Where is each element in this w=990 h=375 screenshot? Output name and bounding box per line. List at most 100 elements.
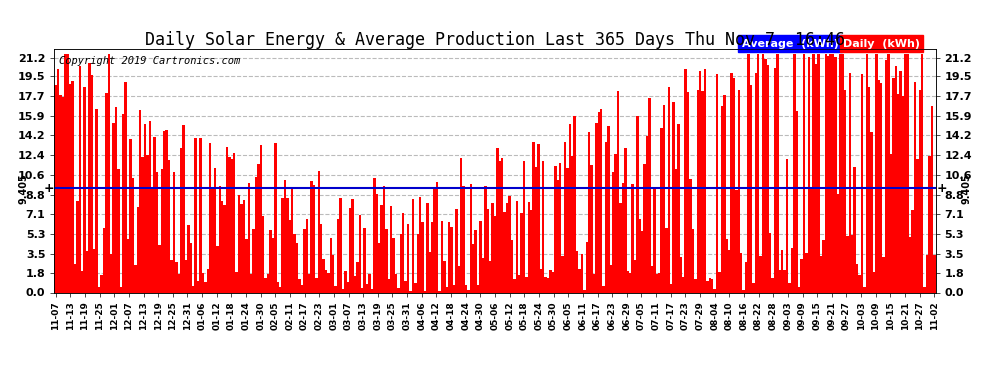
Bar — [554, 166, 556, 292]
Bar — [581, 254, 583, 292]
Bar — [417, 234, 419, 292]
Bar — [337, 219, 340, 292]
Bar — [105, 93, 108, 292]
Bar — [153, 137, 155, 292]
Bar — [501, 158, 504, 292]
Bar — [221, 201, 224, 292]
Bar — [499, 160, 501, 292]
Bar — [450, 227, 452, 292]
Bar — [899, 70, 902, 292]
Bar — [610, 265, 612, 292]
Bar — [137, 207, 139, 292]
Bar — [467, 290, 469, 292]
Bar — [397, 288, 400, 292]
Bar — [791, 248, 793, 292]
Bar — [78, 66, 81, 292]
Bar — [830, 54, 832, 292]
Bar — [723, 94, 726, 292]
Bar — [637, 116, 639, 292]
Bar — [624, 148, 627, 292]
Bar — [650, 266, 653, 292]
Bar — [694, 279, 697, 292]
Bar — [533, 142, 535, 292]
Bar — [422, 222, 424, 292]
Bar — [684, 69, 687, 292]
Bar — [568, 124, 571, 292]
Bar — [259, 145, 262, 292]
Bar — [897, 94, 899, 292]
Bar — [310, 182, 313, 292]
Bar — [378, 243, 380, 292]
Bar — [716, 74, 719, 292]
Bar — [578, 268, 581, 292]
Bar — [667, 87, 670, 292]
Bar — [207, 269, 209, 292]
Bar — [521, 213, 523, 292]
Bar — [88, 63, 91, 292]
Bar — [318, 171, 320, 292]
Bar — [839, 54, 842, 292]
Bar — [424, 291, 427, 292]
Bar — [284, 180, 286, 292]
Bar — [931, 106, 934, 292]
Bar — [163, 131, 165, 292]
Bar — [298, 279, 301, 292]
Bar — [392, 238, 395, 292]
Bar — [148, 122, 151, 292]
Bar — [827, 56, 830, 292]
Bar — [69, 84, 71, 292]
Bar — [132, 178, 134, 292]
Bar — [504, 212, 506, 292]
Bar — [134, 265, 137, 292]
Bar — [934, 255, 936, 292]
Bar — [250, 274, 252, 292]
Bar — [924, 287, 926, 292]
Bar — [120, 287, 122, 292]
Bar — [170, 260, 172, 292]
Bar — [701, 92, 704, 292]
Bar — [484, 186, 486, 292]
Bar — [441, 221, 444, 292]
Bar — [315, 278, 318, 292]
Bar — [269, 231, 271, 292]
Bar — [873, 272, 875, 292]
Bar — [842, 54, 843, 292]
Bar — [786, 159, 788, 292]
Bar — [865, 54, 868, 292]
Bar — [110, 254, 113, 292]
Bar — [469, 184, 472, 292]
Bar — [71, 81, 74, 292]
Bar — [194, 138, 197, 292]
Bar — [607, 126, 610, 292]
Bar — [805, 253, 808, 292]
Bar — [229, 157, 231, 292]
Bar — [672, 102, 675, 292]
Bar — [113, 123, 115, 292]
Text: Daily  (kWh): Daily (kWh) — [843, 39, 920, 49]
Bar — [692, 229, 694, 292]
Bar — [429, 252, 431, 292]
Bar — [736, 190, 738, 292]
Bar — [747, 54, 749, 292]
Bar — [257, 164, 259, 292]
Bar — [233, 153, 236, 292]
Bar — [853, 167, 856, 292]
Bar — [444, 261, 446, 292]
Bar — [496, 148, 499, 292]
Bar — [665, 228, 667, 292]
Bar — [856, 264, 858, 292]
Bar — [733, 78, 736, 292]
Bar — [749, 86, 752, 292]
Bar — [764, 59, 766, 292]
Bar — [788, 283, 791, 292]
Bar — [516, 201, 518, 292]
Bar — [912, 210, 914, 292]
Bar — [144, 124, 147, 292]
Bar — [655, 274, 658, 292]
Bar — [346, 282, 348, 292]
Bar — [868, 87, 870, 292]
Bar — [241, 204, 243, 292]
Bar — [122, 114, 125, 292]
Bar — [491, 203, 494, 292]
Bar — [103, 228, 105, 292]
